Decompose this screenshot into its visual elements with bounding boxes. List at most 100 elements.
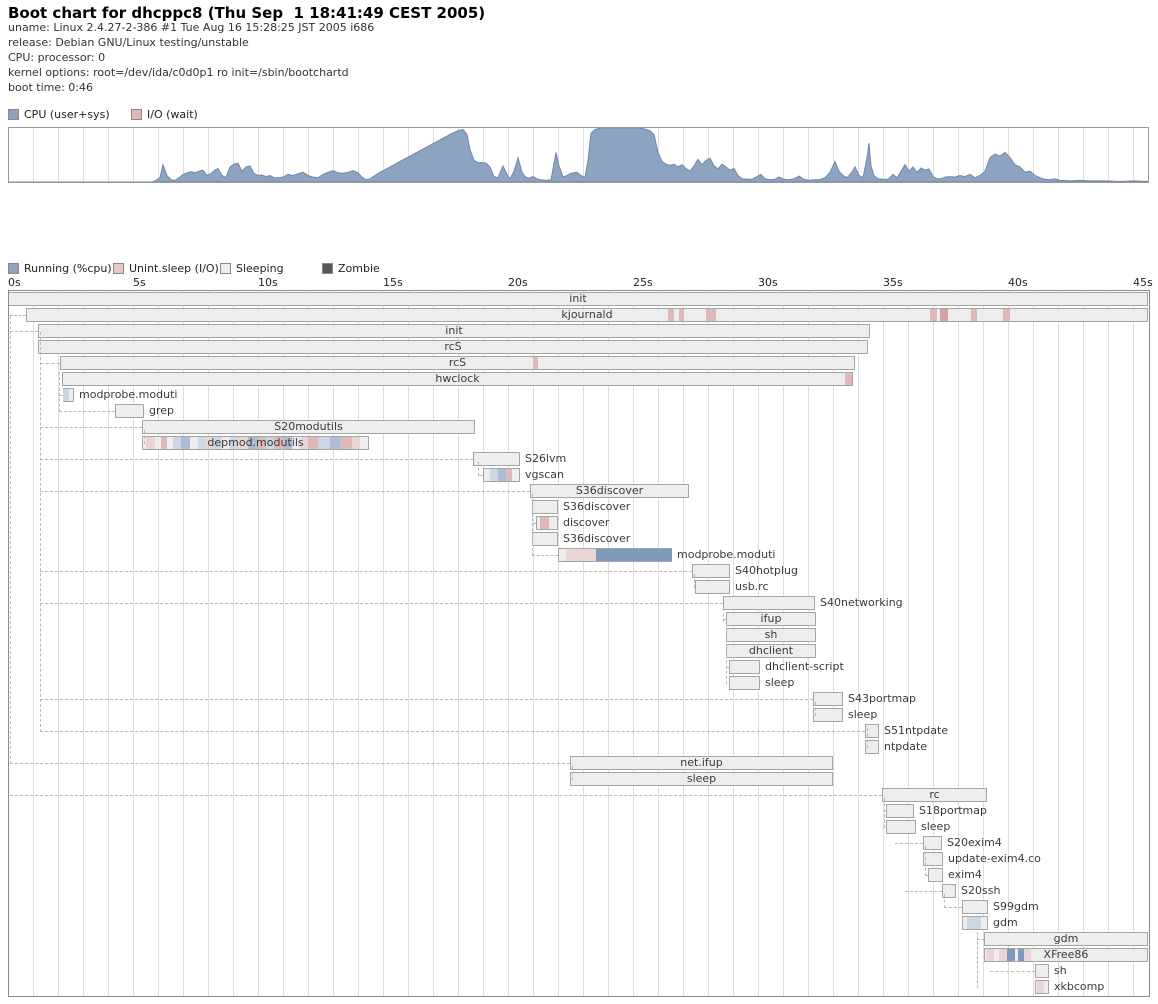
process-bar: [692, 564, 730, 578]
cpu-chart-gridline: [833, 128, 834, 182]
tree-connector-vertical: [40, 332, 41, 732]
axis-tick-label: 25s: [633, 276, 653, 289]
process-label: usb.rc: [735, 580, 769, 593]
process-state-segment-io: [533, 357, 538, 369]
process-state-segment-io_dark: [940, 309, 948, 321]
cpu-chart-gridline: [358, 128, 359, 182]
tree-connector: [40, 427, 142, 428]
cpu-chart-gridline: [258, 128, 259, 182]
proc-legend-label: Sleeping: [236, 262, 284, 275]
tree-connector: [478, 475, 483, 476]
process-bar: [729, 676, 760, 690]
gantt-gridline: [208, 291, 209, 996]
process-state-segment-io: [1003, 309, 1010, 321]
process-label: gdm: [1053, 932, 1079, 945]
tree-connector-vertical: [694, 574, 695, 588]
process-bar: [558, 548, 672, 562]
process-bar: [886, 820, 916, 834]
proc-legend-swatch: [220, 263, 231, 274]
axis-tick-label: 0s: [8, 276, 21, 289]
proc-legend-item: Sleeping: [220, 262, 284, 275]
process-state-segment-sleep: [167, 437, 173, 449]
process-state-segment-cpu_light: [230, 437, 238, 449]
gantt-gridline: [133, 291, 134, 996]
process-bar: [570, 772, 833, 786]
process-state-segment-io: [706, 309, 716, 321]
info-release: release: Debian GNU/Linux testing/unstab…: [8, 36, 249, 49]
process-state-segment-io: [506, 469, 512, 481]
process-bar: [962, 900, 988, 914]
process-bar: [984, 932, 1148, 946]
process-state-segment-io_light: [986, 949, 994, 961]
tree-connector-vertical: [478, 462, 479, 476]
process-state-segment-cpu_light: [214, 437, 222, 449]
cpu-legend-label: CPU (user+sys): [24, 108, 110, 121]
tree-connector: [10, 795, 882, 796]
gantt-gridline: [408, 291, 409, 996]
process-state-segment-cpu_light: [490, 469, 498, 481]
tree-connector: [40, 363, 60, 364]
process-label: rcS: [448, 356, 467, 369]
axis-tick-label: 40s: [1008, 276, 1028, 289]
gantt-gridline: [458, 291, 459, 996]
cpu-chart-gridline: [858, 128, 859, 182]
process-label: S20exim4: [947, 836, 1002, 849]
process-state-segment-io: [679, 309, 684, 321]
process-label: rc: [929, 788, 940, 801]
process-state-segment-io_light: [238, 437, 248, 449]
cpu-chart-gridline: [208, 128, 209, 182]
proc-legend-swatch: [113, 263, 124, 274]
process-label: sh: [1054, 964, 1067, 977]
cpu-chart-gridline: [1008, 128, 1009, 182]
process-state-segment-cpu_mid: [181, 437, 190, 449]
process-bar: [942, 884, 956, 898]
cpu-legend-swatch: [8, 109, 19, 120]
process-label: exim4: [948, 868, 982, 881]
process-bar: [63, 388, 74, 402]
gantt-gridline: [933, 291, 934, 996]
cpu-chart-gridline: [408, 128, 409, 182]
process-state-segment-io: [971, 309, 977, 321]
gantt-gridline: [1058, 291, 1059, 996]
process-state-segment-io: [340, 437, 352, 449]
process-bar: [865, 724, 879, 738]
process-state-segment-io_light: [999, 949, 1007, 961]
process-label: S36discover: [575, 484, 644, 497]
cpu-chart-gridline: [33, 128, 34, 182]
process-state-segment-cpu_light: [318, 437, 330, 449]
tree-connector-vertical: [867, 728, 868, 748]
gantt-gridline: [633, 291, 634, 996]
cpu-legend-label: I/O (wait): [147, 108, 198, 121]
cpu-chart-gridline: [58, 128, 59, 182]
process-state-segment-cpu_mid: [284, 437, 292, 449]
process-state-segment-io_light: [300, 437, 308, 449]
process-label: S40networking: [820, 596, 903, 609]
process-state-segment-cpu_mid: [330, 437, 340, 449]
process-label: sleep: [765, 676, 795, 689]
gantt-gridline: [433, 291, 434, 996]
gantt-gridline: [908, 291, 909, 996]
tree-connector-vertical: [815, 702, 816, 716]
cpu-chart-gridline: [733, 128, 734, 182]
cpu-chart-gridline: [758, 128, 759, 182]
process-label: discover: [563, 516, 610, 529]
process-state-segment-io_light: [1037, 981, 1044, 993]
cpu-chart-gridline: [283, 128, 284, 182]
gantt-gridline: [83, 291, 84, 996]
process-label: S36discover: [563, 532, 631, 545]
process-bar: [813, 708, 843, 722]
process-label: modprobe.moduti: [79, 388, 178, 401]
cpu-usage-area: [9, 128, 1148, 182]
process-label: dhclient-script: [765, 660, 844, 673]
process-state-segment-cpu_light: [266, 437, 274, 449]
process-state-segment-cpu_light: [198, 437, 206, 449]
info-cpu: CPU: processor: 0: [8, 51, 106, 64]
process-label: dhclient: [748, 644, 794, 657]
cpu-chart-gridline: [133, 128, 134, 182]
gantt-gridline: [608, 291, 609, 996]
cpu-legend-swatch: [131, 109, 142, 120]
proc-legend-label: Running (%cpu): [24, 262, 112, 275]
cpu-chart-gridline: [808, 128, 809, 182]
process-state-segment-io_light: [566, 549, 596, 561]
tree-connector: [895, 843, 923, 844]
